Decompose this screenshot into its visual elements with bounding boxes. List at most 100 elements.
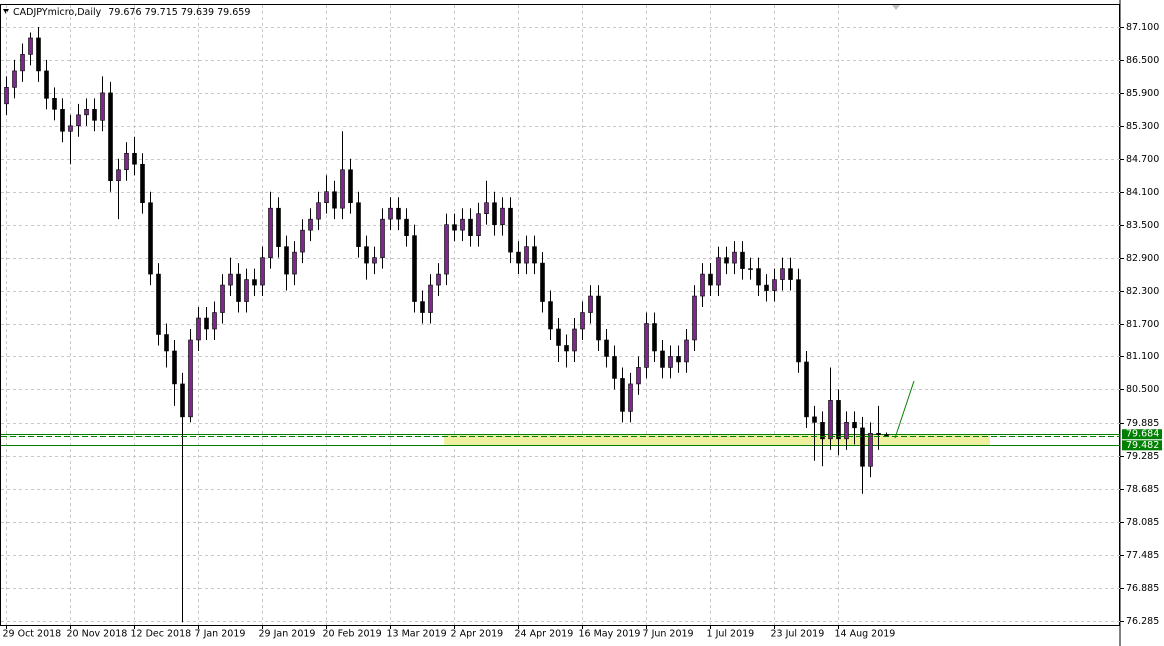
candle-body xyxy=(596,295,601,341)
candle-body xyxy=(276,207,281,247)
x-tick-label: 13 Mar 2019 xyxy=(387,629,447,640)
candle-body xyxy=(628,383,633,412)
candle-body xyxy=(652,323,657,352)
candle-body xyxy=(140,163,145,203)
candle-body xyxy=(188,339,193,418)
y-tick-label: 86.500 xyxy=(1126,55,1159,66)
candle-body xyxy=(620,378,625,412)
candle-body xyxy=(740,251,745,269)
candle-body xyxy=(332,191,337,209)
candle-body xyxy=(524,246,529,264)
candle-body xyxy=(852,422,857,429)
candle-body xyxy=(684,339,689,363)
x-tick-label: 23 Jul 2019 xyxy=(771,629,825,640)
candle-body xyxy=(220,284,225,313)
candle-body xyxy=(692,295,697,341)
candle-body xyxy=(748,268,753,270)
candle-body xyxy=(796,279,801,363)
candle-body xyxy=(724,257,729,264)
candle-body xyxy=(580,312,585,330)
candle-body xyxy=(364,246,369,264)
candle-body xyxy=(292,251,297,275)
candle-body xyxy=(204,317,209,330)
level-tag-label: 79.684 xyxy=(1126,429,1159,440)
candle-body xyxy=(396,207,401,220)
candle-body xyxy=(588,295,593,313)
candle-body xyxy=(116,169,121,182)
candle-body xyxy=(412,235,417,302)
candle-body xyxy=(100,92,105,121)
candle-body xyxy=(420,301,425,313)
x-tick-label: 7 Jan 2019 xyxy=(195,629,246,640)
y-tick-label: 78.685 xyxy=(1126,484,1159,495)
candle-body xyxy=(772,279,777,291)
x-tick-label: 20 Feb 2019 xyxy=(323,629,382,640)
trend-line xyxy=(894,380,915,439)
candle-body xyxy=(108,92,113,182)
header-close: 79.659 xyxy=(217,7,250,18)
candle-body xyxy=(460,218,465,231)
x-tick-label: 2 Apr 2019 xyxy=(451,629,504,640)
x-tick-label: 29 Jan 2019 xyxy=(259,629,316,640)
candle-body xyxy=(380,218,385,258)
candle-body xyxy=(4,87,9,105)
candle-body xyxy=(156,273,161,335)
candle-body xyxy=(236,273,241,302)
candle-body xyxy=(788,268,793,280)
candle-body xyxy=(756,268,761,286)
candle-body xyxy=(148,202,153,275)
candle-body xyxy=(764,284,769,291)
candle-body xyxy=(844,422,849,440)
candle-body xyxy=(516,251,521,264)
y-tick-label: 84.100 xyxy=(1126,187,1159,198)
candle-body xyxy=(92,109,97,121)
candle-body xyxy=(612,356,617,379)
header-high: 79.715 xyxy=(145,7,178,18)
candle-body xyxy=(356,202,361,247)
x-tick-label: 16 May 2019 xyxy=(579,629,641,640)
candle-body xyxy=(284,246,289,275)
y-tick-label: 84.700 xyxy=(1126,154,1159,165)
candle-body xyxy=(468,218,473,236)
header-low: 79.639 xyxy=(181,7,214,18)
level-tag xyxy=(1122,440,1162,451)
candle-body xyxy=(244,279,249,302)
candle-body xyxy=(196,317,201,341)
x-tick-label: 12 Dec 2018 xyxy=(131,629,192,640)
candle-body xyxy=(644,323,649,368)
x-tick-label: 29 Oct 2018 xyxy=(3,629,62,640)
candle-body xyxy=(44,70,49,99)
candle-body xyxy=(868,433,873,467)
y-tick-label: 76.885 xyxy=(1126,583,1159,594)
x-tick-label: 1 Jul 2019 xyxy=(707,629,755,640)
candle-body xyxy=(404,218,409,236)
candle-body xyxy=(428,284,433,313)
candle-body xyxy=(716,257,721,286)
y-tick-label: 83.500 xyxy=(1126,220,1159,231)
candle-body xyxy=(676,356,681,363)
candle-body xyxy=(556,328,561,346)
candle-body xyxy=(804,361,809,418)
candle-body xyxy=(20,54,25,72)
candle-body xyxy=(660,350,665,368)
candle-body xyxy=(548,301,553,330)
candle-body xyxy=(316,202,321,220)
candle-body xyxy=(68,125,73,132)
candle-body xyxy=(508,207,513,253)
candle-body xyxy=(12,70,17,88)
candle-body xyxy=(836,400,841,440)
candle-body xyxy=(164,334,169,352)
candle-body xyxy=(172,350,177,385)
candle-body xyxy=(500,207,505,225)
shift-marker xyxy=(892,5,900,10)
candle-body xyxy=(180,383,185,418)
x-tick-label: 24 Apr 2019 xyxy=(515,629,574,640)
candle-body xyxy=(820,422,825,440)
candle-body xyxy=(76,114,81,127)
candle-body xyxy=(884,434,889,436)
candle-body xyxy=(132,152,137,165)
y-tick-label: 81.100 xyxy=(1126,351,1159,362)
x-tick-label: 20 Nov 2018 xyxy=(67,629,128,640)
